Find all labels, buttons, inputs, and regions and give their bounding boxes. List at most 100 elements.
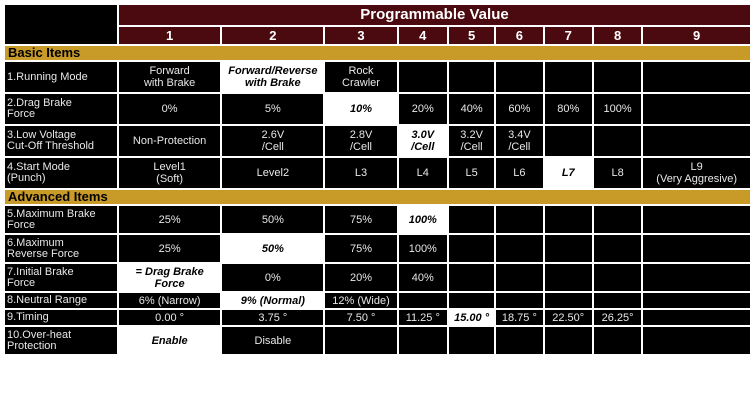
column-number-6: 6 xyxy=(496,27,543,44)
row-label: 5.Maximum Brake Force xyxy=(5,206,117,233)
value-cell: 26.25° xyxy=(593,310,642,325)
value-cell: L6 xyxy=(496,158,543,188)
value-cell xyxy=(496,327,543,354)
basic-items-section-header: Basic Items xyxy=(5,46,750,60)
value-cell xyxy=(593,126,642,156)
column-number-3: 3 xyxy=(325,27,397,44)
value-cell: Level2 xyxy=(222,158,324,188)
value-cell xyxy=(449,293,495,308)
value-cell xyxy=(643,235,750,262)
value-cell: 11.25 ° xyxy=(398,310,447,325)
value-cell xyxy=(643,310,750,325)
value-cell xyxy=(593,293,642,308)
row-label: 10.Over-heat Protection xyxy=(5,327,117,354)
value-cell: Level1 (Soft) xyxy=(119,158,221,188)
row-label: 1.Running Mode xyxy=(5,62,117,92)
value-cell: Non-Protection xyxy=(119,126,221,156)
basic-items-section-row: Basic Items xyxy=(5,46,750,60)
value-cell: Forward with Brake xyxy=(119,62,221,92)
value-cell: 0% xyxy=(222,264,324,291)
value-cell: 3.2V/Cell xyxy=(449,126,495,156)
value-cell xyxy=(643,206,750,233)
value-cell xyxy=(544,62,592,92)
value-cell: L3 xyxy=(325,158,397,188)
value-cell: Disable xyxy=(222,327,324,354)
value-cell: 100% xyxy=(398,235,447,262)
row-label: 2.Drag Brake Force xyxy=(5,94,117,124)
value-cell: 2.8V/Cell xyxy=(325,126,397,156)
value-cell: 2.6V/Cell xyxy=(222,126,324,156)
column-number-7: 7 xyxy=(544,27,592,44)
column-number-9: 9 xyxy=(643,27,750,44)
table-row: 1.Running Mode Forward with Brake Forward/R… xyxy=(5,62,750,92)
default-value-cell: 15.00 ° xyxy=(449,310,495,325)
value-cell xyxy=(593,206,642,233)
value-cell xyxy=(544,264,592,291)
value-cell xyxy=(496,264,543,291)
table-row: 7.Initial Brake Force = Drag Brake Force 0% 2… xyxy=(5,264,750,291)
row-label: 4.Start Mode (Punch) xyxy=(5,158,117,188)
value-cell: 50% xyxy=(222,206,324,233)
value-cell xyxy=(398,327,447,354)
table-row: 3.Low Voltage Cut-Off Threshold Non-Protec… xyxy=(5,126,750,156)
value-cell: 3.75 ° xyxy=(222,310,324,325)
value-cell: 7.50 ° xyxy=(325,310,397,325)
table-row: 6.Maximum Reverse Force 25% 50% 75% 100% xyxy=(5,235,750,262)
value-cell: L4 xyxy=(398,158,447,188)
value-cell xyxy=(325,327,397,354)
value-cell xyxy=(496,206,543,233)
table-row: 2.Drag Brake Force 0% 5% 10% 20% 40% 60% 80% 100% xyxy=(5,94,750,124)
value-cell: 75% xyxy=(325,235,397,262)
value-cell: L5 xyxy=(449,158,495,188)
default-value-cell: 50% xyxy=(222,235,324,262)
value-cell: L8 xyxy=(593,158,642,188)
value-cell xyxy=(449,62,495,92)
value-cell xyxy=(449,206,495,233)
advanced-items-section-header: Advanced Items xyxy=(5,190,750,204)
value-cell xyxy=(643,94,750,124)
value-cell xyxy=(398,62,447,92)
table-row: 10.Over-heat Protection Enable Disable xyxy=(5,327,750,354)
default-value-cell: 3.0V/Cell xyxy=(398,126,447,156)
value-cell: Rock Crawler xyxy=(325,62,397,92)
table-row: 9.Timing 0.00 ° 3.75 ° 7.50 ° 11.25 ° 15.00 °… xyxy=(5,310,750,325)
value-cell xyxy=(643,293,750,308)
value-cell xyxy=(449,327,495,354)
value-cell: 80% xyxy=(544,94,592,124)
column-number-5: 5 xyxy=(449,27,495,44)
table-row: 8.Neutral Range 6% (Narrow) 9% (Normal) 12%… xyxy=(5,293,750,308)
default-value-cell: Forward/Reverse with Brake xyxy=(222,62,324,92)
value-cell: 6% (Narrow) xyxy=(119,293,221,308)
value-cell xyxy=(593,235,642,262)
value-cell: 0% xyxy=(119,94,221,124)
programmable-value-header: Programmable Value xyxy=(119,5,750,25)
advanced-items-section-row: Advanced Items xyxy=(5,190,750,204)
default-value-cell: = Drag Brake Force xyxy=(119,264,221,291)
default-value-cell: 9% (Normal) xyxy=(222,293,324,308)
value-cell: 40% xyxy=(449,94,495,124)
value-cell: L9 (Very Aggresive) xyxy=(643,158,750,188)
row-label: 9.Timing xyxy=(5,310,117,325)
value-cell xyxy=(496,62,543,92)
value-cell xyxy=(544,327,592,354)
value-cell xyxy=(643,327,750,354)
table-row: 4.Start Mode (Punch) Level1 (Soft) Level2 L3 L… xyxy=(5,158,750,188)
value-cell: 20% xyxy=(325,264,397,291)
row-label: 7.Initial Brake Force xyxy=(5,264,117,291)
column-number-8: 8 xyxy=(593,27,642,44)
value-cell xyxy=(544,235,592,262)
value-cell xyxy=(496,293,543,308)
default-value-cell: 100% xyxy=(398,206,447,233)
row-label: 3.Low Voltage Cut-Off Threshold xyxy=(5,126,117,156)
row-label: 6.Maximum Reverse Force xyxy=(5,235,117,262)
column-number-4: 4 xyxy=(398,27,447,44)
value-cell: 0.00 ° xyxy=(119,310,221,325)
column-number-1: 1 xyxy=(119,27,221,44)
value-cell: 20% xyxy=(398,94,447,124)
default-value-cell: 10% xyxy=(325,94,397,124)
value-cell: 12% (Wide) xyxy=(325,293,397,308)
value-cell xyxy=(544,126,592,156)
value-cell: 3.4V/Cell xyxy=(496,126,543,156)
